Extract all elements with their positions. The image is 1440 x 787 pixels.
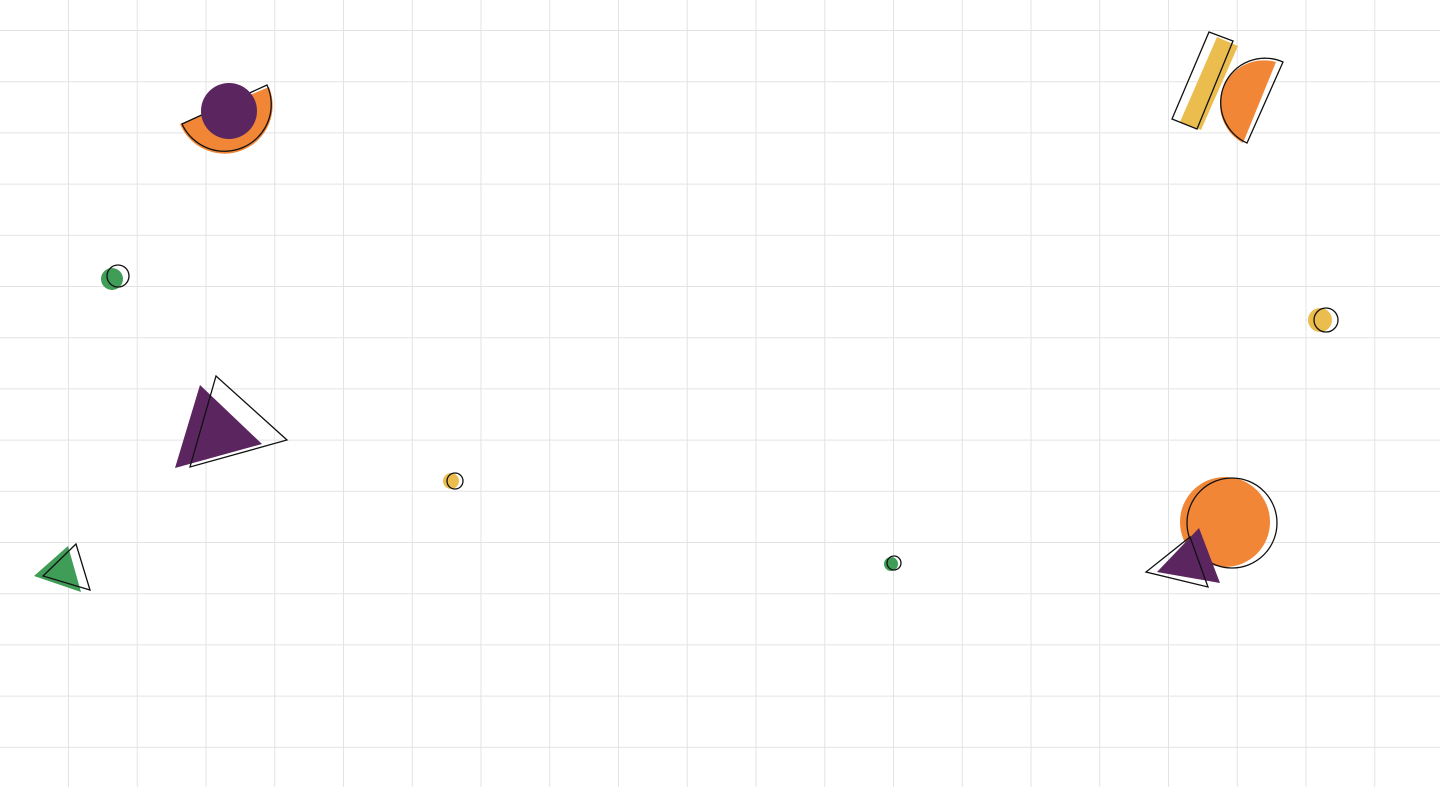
orange-circle-purple-triangle-shape xyxy=(1144,477,1278,588)
green-dot-large-shape xyxy=(101,264,130,290)
green-triangle-shape xyxy=(34,542,91,592)
yellow-dot-right-shape xyxy=(1308,307,1339,333)
green-dot-small-shape xyxy=(884,555,902,571)
purple-triangle-large-shape xyxy=(175,374,289,468)
purple-circle-orange-semicircle-shape xyxy=(180,83,273,154)
yellow-bar-orange-semicircle-shape xyxy=(1171,31,1284,144)
yellow-dot-small-shape xyxy=(443,472,464,490)
